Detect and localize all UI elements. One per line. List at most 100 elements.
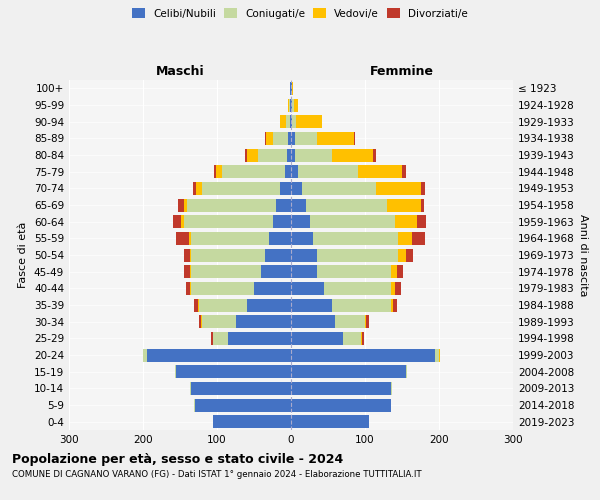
Bar bbox=[398, 232, 412, 245]
Bar bbox=[199, 315, 202, 328]
Bar bbox=[173, 215, 181, 228]
Bar bbox=[265, 248, 291, 262]
Bar bbox=[290, 115, 291, 128]
Bar bbox=[291, 132, 295, 145]
Bar bbox=[291, 315, 335, 328]
Bar bbox=[285, 165, 291, 178]
Bar bbox=[391, 282, 395, 295]
Bar bbox=[310, 215, 395, 228]
Bar bbox=[361, 332, 362, 345]
Bar bbox=[421, 182, 425, 195]
Bar bbox=[288, 98, 289, 112]
Legend: Celibi/Nubili, Coniugati/e, Vedovi/e, Divorziati/e: Celibi/Nubili, Coniugati/e, Vedovi/e, Di… bbox=[129, 5, 471, 21]
Bar bbox=[195, 398, 291, 411]
Bar bbox=[178, 198, 184, 211]
Text: Femmine: Femmine bbox=[370, 64, 434, 78]
Bar bbox=[332, 148, 373, 162]
Bar bbox=[286, 115, 290, 128]
Bar bbox=[302, 182, 376, 195]
Bar bbox=[292, 82, 293, 95]
Text: COMUNE DI CAGNANO VARANO (FG) - Dati ISTAT 1° gennaio 2024 - Elaborazione TUTTIT: COMUNE DI CAGNANO VARANO (FG) - Dati IST… bbox=[12, 470, 422, 479]
Y-axis label: Fasce di età: Fasce di età bbox=[19, 222, 28, 288]
Bar bbox=[289, 98, 290, 112]
Bar bbox=[291, 398, 391, 411]
Bar bbox=[387, 198, 421, 211]
Bar bbox=[367, 315, 370, 328]
Bar bbox=[406, 248, 413, 262]
Text: Popolazione per età, sesso e stato civile - 2024: Popolazione per età, sesso e stato civil… bbox=[12, 452, 343, 466]
Bar bbox=[254, 282, 291, 295]
Bar bbox=[202, 315, 235, 328]
Bar bbox=[354, 132, 355, 145]
Bar bbox=[291, 82, 292, 95]
Bar bbox=[190, 248, 191, 262]
Bar bbox=[343, 332, 361, 345]
Bar bbox=[296, 115, 322, 128]
Bar bbox=[211, 332, 212, 345]
Bar bbox=[194, 398, 195, 411]
Bar bbox=[391, 298, 393, 312]
Bar bbox=[291, 165, 298, 178]
Bar bbox=[291, 232, 313, 245]
Bar bbox=[395, 215, 417, 228]
Bar bbox=[376, 182, 421, 195]
Bar bbox=[190, 265, 191, 278]
Bar bbox=[298, 165, 358, 178]
Bar bbox=[291, 148, 295, 162]
Bar bbox=[391, 265, 397, 278]
Bar bbox=[214, 165, 216, 178]
Bar bbox=[184, 265, 190, 278]
Bar bbox=[199, 298, 247, 312]
Bar bbox=[439, 348, 440, 362]
Bar bbox=[191, 248, 265, 262]
Bar bbox=[290, 82, 291, 95]
Bar bbox=[258, 148, 287, 162]
Bar bbox=[184, 215, 272, 228]
Bar bbox=[190, 282, 191, 295]
Bar bbox=[175, 365, 176, 378]
Bar bbox=[214, 332, 228, 345]
Bar bbox=[191, 382, 291, 395]
Bar bbox=[306, 198, 387, 211]
Bar bbox=[273, 132, 288, 145]
Bar bbox=[189, 232, 191, 245]
Bar bbox=[317, 132, 354, 145]
Text: Maschi: Maschi bbox=[155, 64, 205, 78]
Bar bbox=[395, 282, 401, 295]
Bar bbox=[186, 282, 190, 295]
Bar bbox=[292, 115, 296, 128]
Bar bbox=[143, 348, 146, 362]
Bar bbox=[373, 148, 376, 162]
Bar bbox=[287, 148, 291, 162]
Bar bbox=[272, 215, 291, 228]
Bar bbox=[194, 298, 198, 312]
Bar bbox=[291, 282, 325, 295]
Bar bbox=[269, 232, 291, 245]
Bar bbox=[397, 265, 403, 278]
Bar bbox=[291, 98, 292, 112]
Bar bbox=[291, 182, 302, 195]
Bar bbox=[317, 248, 398, 262]
Bar bbox=[362, 332, 364, 345]
Bar bbox=[193, 182, 196, 195]
Bar bbox=[228, 332, 291, 345]
Bar bbox=[184, 248, 190, 262]
Bar bbox=[291, 415, 369, 428]
Bar bbox=[187, 198, 276, 211]
Bar bbox=[436, 348, 439, 362]
Bar bbox=[235, 315, 291, 328]
Bar bbox=[196, 182, 202, 195]
Bar bbox=[181, 215, 184, 228]
Bar bbox=[280, 182, 291, 195]
Bar bbox=[402, 165, 406, 178]
Bar bbox=[291, 382, 391, 395]
Bar bbox=[280, 115, 286, 128]
Bar bbox=[176, 232, 189, 245]
Bar bbox=[332, 298, 391, 312]
Bar bbox=[295, 148, 332, 162]
Bar bbox=[222, 165, 285, 178]
Bar bbox=[262, 265, 291, 278]
Bar bbox=[198, 298, 199, 312]
Bar bbox=[291, 365, 406, 378]
Bar bbox=[335, 315, 365, 328]
